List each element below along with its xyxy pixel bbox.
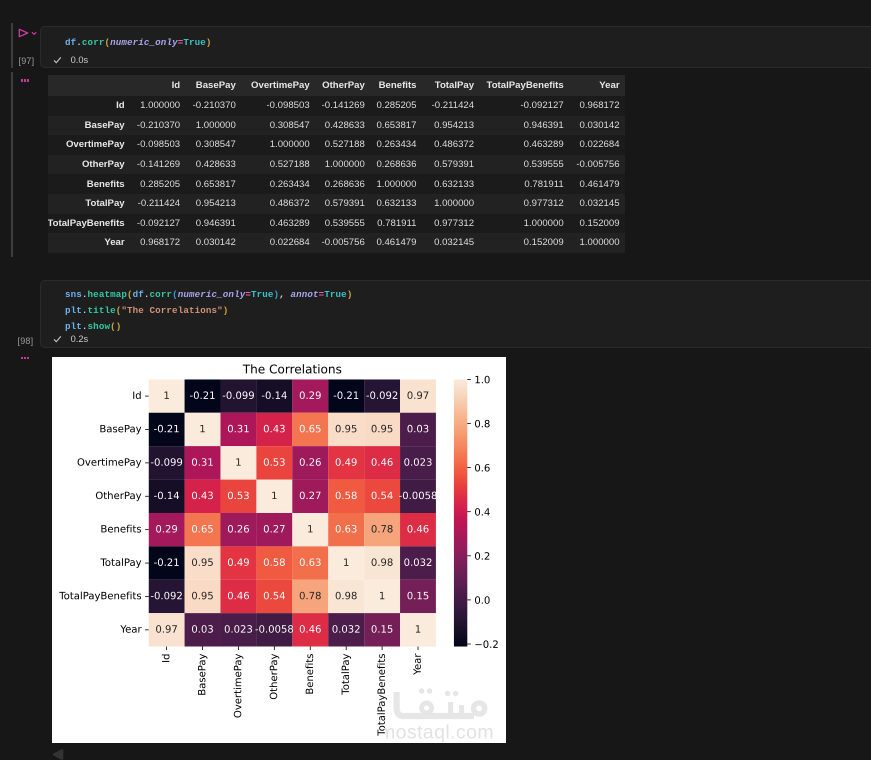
svg-text:mostaql.com: mostaql.com — [384, 721, 494, 743]
